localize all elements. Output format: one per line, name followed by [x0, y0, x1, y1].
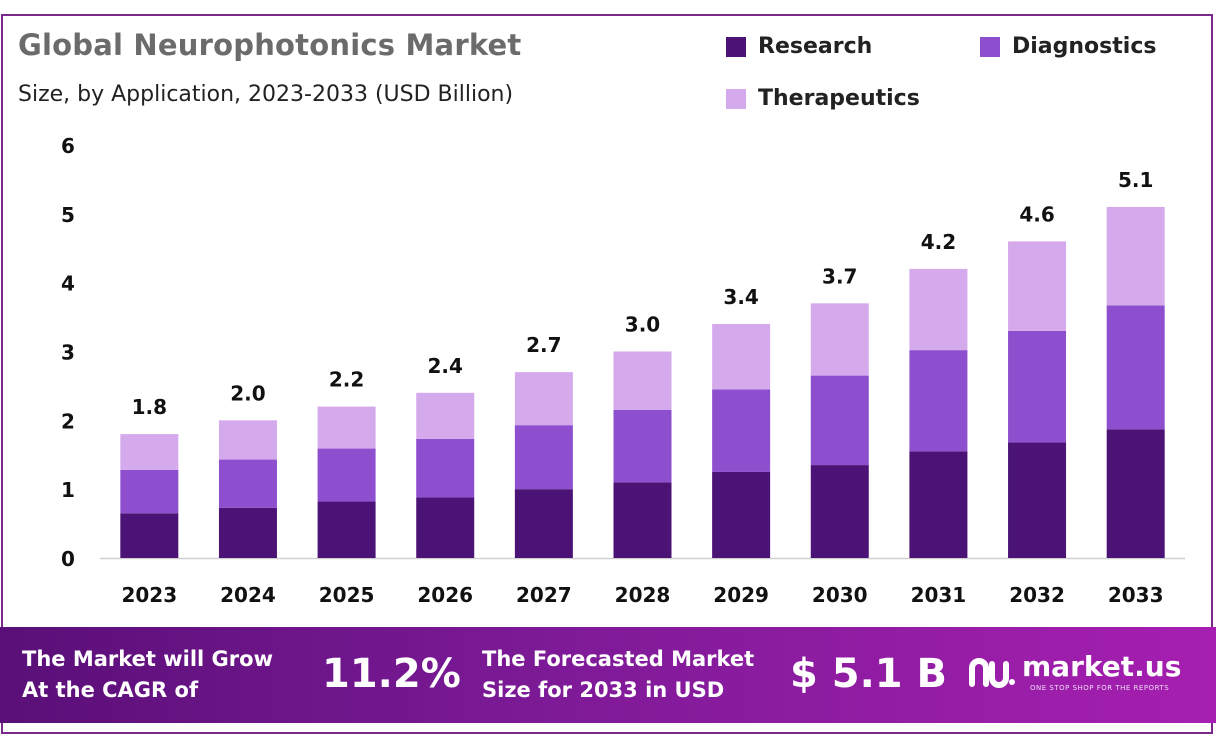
cagr-value: 11.2%: [322, 651, 461, 697]
legend-item-research: Research: [726, 34, 872, 59]
cagr-label-line1: The Market will Grow: [22, 647, 273, 671]
stacked-bar-chart: 0 1 2 3 4 5 6 1.8 2023 2.0 2024 2.2 2025 2.4 2026 2.7 20…: [61, 134, 1185, 607]
bar-total-label: 4.6: [1019, 202, 1054, 226]
x-tick-label: 2032: [1009, 583, 1065, 607]
bar-segment-therapeutics: [613, 351, 672, 411]
x-tick-label: 2024: [220, 583, 276, 607]
bar-segment-research: [120, 513, 179, 558]
x-tick-label: 2023: [121, 583, 177, 607]
bar-segment-research: [416, 497, 475, 558]
bar-total-label: 3.7: [822, 264, 857, 288]
forecast-label-line2: Size for 2033 in USD: [482, 678, 725, 702]
bar-total-label: 2.7: [526, 333, 561, 357]
forecast-label-line1: The Forecasted Market: [482, 647, 755, 671]
legend-swatch-diagnostics: [980, 36, 1000, 57]
legend-label-diagnostics: Diagnostics: [1012, 34, 1157, 59]
bar-segment-research: [613, 482, 672, 558]
bar-segment-diagnostics: [810, 375, 869, 466]
x-tick-label: 2030: [812, 583, 868, 607]
y-tick-label: 6: [61, 134, 75, 158]
legend-label-research: Research: [758, 34, 873, 59]
legend-swatch-research: [726, 36, 746, 57]
bar-segment-therapeutics: [416, 392, 475, 439]
bar-segment-diagnostics: [514, 425, 573, 490]
bar-segment-research: [317, 501, 376, 558]
forecast-label: The Forecasted Market Size for 2033 in U…: [482, 644, 754, 706]
x-tick-label: 2028: [615, 583, 671, 607]
forecast-value: $ 5.1 B: [790, 651, 948, 697]
bar-segment-therapeutics: [909, 268, 968, 351]
bar-segment-diagnostics: [712, 389, 771, 472]
bar-total-label: 3.4: [723, 285, 758, 309]
bar-segment-research: [909, 451, 968, 558]
y-tick-label: 3: [61, 341, 75, 365]
market-us-logo-icon: [969, 658, 1015, 688]
bar-segment-diagnostics: [909, 350, 968, 452]
y-tick-label: 1: [61, 478, 75, 502]
y-tick-label: 5: [61, 203, 75, 227]
bar-segment-research: [1106, 429, 1165, 558]
x-tick-label: 2033: [1108, 583, 1164, 607]
bar-segment-diagnostics: [416, 438, 475, 498]
legend-swatch-therapeutics: [726, 88, 746, 109]
bar-segment-research: [712, 471, 771, 558]
x-tick-label: 2026: [417, 583, 473, 607]
bar-total-label: 5.1: [1118, 168, 1153, 192]
x-tick-label: 2031: [911, 583, 967, 607]
bar-segment-therapeutics: [1008, 241, 1067, 331]
bar-segment-research: [218, 507, 277, 558]
bar-total-label: 3.0: [625, 313, 660, 337]
legend-item-diagnostics: Diagnostics: [980, 34, 1156, 59]
bar-segment-therapeutics: [317, 406, 376, 449]
y-tick-label: 0: [61, 547, 75, 571]
bar-segment-therapeutics: [218, 420, 277, 460]
bar-total-label: 1.8: [132, 395, 167, 419]
legend-item-therapeutics: Therapeutics: [726, 86, 920, 111]
bar-segment-diagnostics: [1008, 330, 1067, 443]
bar-segment-therapeutics: [1106, 206, 1165, 306]
cagr-label-line2: At the CAGR of: [22, 678, 199, 702]
x-tick-label: 2029: [713, 583, 769, 607]
bar-segment-therapeutics: [712, 323, 771, 390]
bar-segment-diagnostics: [613, 410, 672, 483]
bar-segment-diagnostics: [120, 469, 179, 514]
bar-total-label: 2.2: [329, 368, 364, 392]
bar-segment-research: [810, 465, 869, 558]
y-tick-label: 2: [61, 409, 75, 433]
bar-segment-diagnostics: [317, 448, 376, 502]
legend-label-therapeutics: Therapeutics: [758, 86, 920, 111]
bar-total-label: 2.4: [428, 354, 463, 378]
bar-segment-diagnostics: [218, 459, 277, 508]
brand-tagline: ONE STOP SHOP FOR THE REPORTS: [1030, 684, 1170, 692]
bar-segment-therapeutics: [120, 434, 179, 470]
chart-subtitle: Size, by Application, 2023-2033 (USD Bil…: [18, 82, 514, 107]
bar-segment-diagnostics: [1106, 305, 1165, 430]
cagr-label: The Market will Grow At the CAGR of: [22, 644, 273, 706]
bar-total-label: 4.2: [921, 230, 956, 254]
chart-title: Global Neurophotonics Market: [18, 28, 522, 62]
x-tick-label: 2027: [516, 583, 572, 607]
bar-segment-therapeutics: [810, 303, 869, 376]
brand-name: market.us: [1022, 650, 1182, 683]
x-tick-label: 2025: [319, 583, 375, 607]
bar-segment-therapeutics: [514, 372, 573, 426]
bar-segment-research: [1008, 442, 1067, 558]
y-tick-label: 4: [61, 272, 75, 296]
bar-total-label: 2.0: [230, 381, 265, 405]
bar-segment-research: [514, 489, 573, 558]
footer-banner: [0, 627, 1216, 723]
